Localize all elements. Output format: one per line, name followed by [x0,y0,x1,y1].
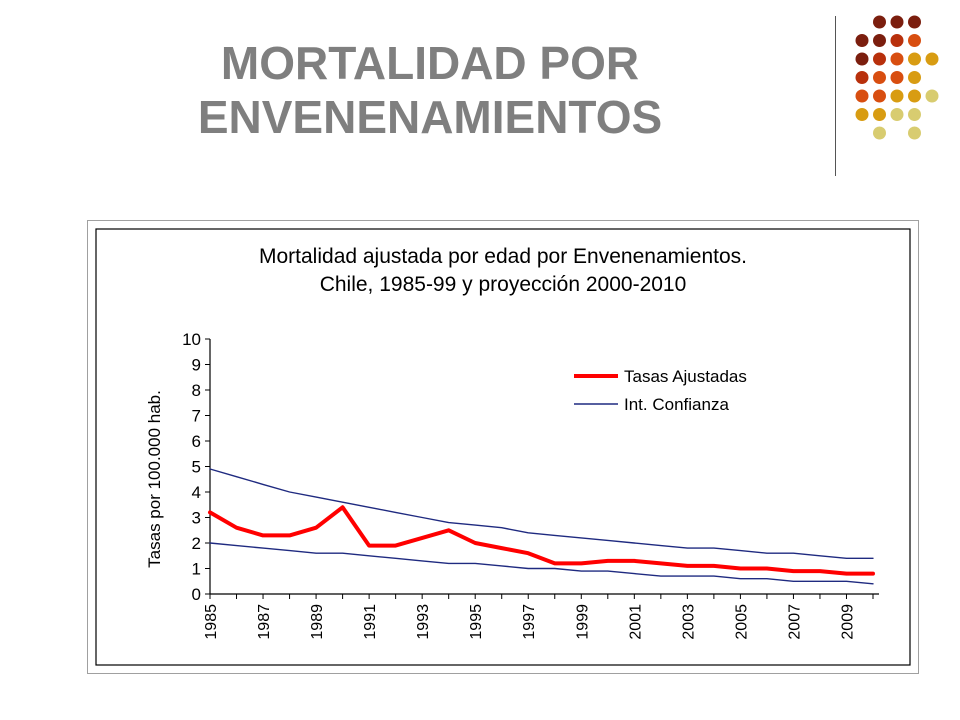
x-tick-label: 2007 [786,604,803,640]
decorative-dot [873,34,886,47]
y-axis-label: Tasas por 100.000 hab. [145,390,164,568]
decorative-dot [873,126,886,140]
decorative-dot [890,52,904,66]
x-tick-label: 1985 [203,604,220,640]
decorative-dot [873,108,886,121]
title-divider [835,16,836,176]
decorative-dot [890,89,904,103]
decorative-dot [908,108,921,121]
series-line-int-confianza-lower [209,542,874,585]
y-tick-label: 3 [192,509,201,528]
y-tick-label: 1 [192,560,201,579]
x-tick-label: 2003 [680,604,697,640]
slide-title-line-1: MORTALIDAD POR [220,37,640,89]
y-tick-label: 4 [192,483,201,502]
decorative-dot [855,108,869,121]
series-line-tasas-ajustadas [208,505,875,576]
chart-inner-border [95,228,911,666]
decorative-dot [873,89,886,103]
x-tick-label: 2001 [627,604,644,640]
x-tick-label: 1991 [362,604,379,640]
decorative-dot [925,52,939,66]
decorative-dot [873,15,886,29]
x-tick-label: 2005 [733,604,750,640]
line-chart: Mortalidad ajustada por edad por Envenen… [95,228,911,666]
decorative-dot [890,34,904,47]
decorative-dot [908,89,921,103]
legend: Tasas Ajustadas Int. Confianza [574,367,747,414]
legend-label-int-confianza: Int. Confianza [624,395,729,414]
chart-title-line-1: Mortalidad ajustada por edad por Envenen… [259,245,747,268]
slide-title: MORTALIDAD POR ENVENENAMIENTOS [120,36,740,144]
y-tick-label: 2 [192,534,201,553]
x-tick-label: 1999 [574,604,591,640]
slide-title-line-2: ENVENENAMIENTOS [197,91,663,143]
decorative-dot [908,34,921,47]
chart-frame: Mortalidad ajustada por edad por Envenen… [87,220,919,674]
decorative-dot [908,15,921,29]
x-tick-label: 1989 [309,604,326,640]
plot-area: 0 1 2 3 4 5 6 7 8 9 10 1985 1987 1989 1991 1993 1995 1997… [182,330,879,640]
y-tick-label: 10 [182,330,201,349]
series-line-int-confianza-upper [209,468,874,559]
decorative-dot [855,71,869,84]
decorative-dot [873,71,886,84]
y-tick-label: 0 [192,585,201,604]
y-tick-label: 7 [192,407,201,426]
y-tick-label: 8 [192,381,201,400]
x-tick-label: 1997 [521,604,538,640]
decorative-dot [890,15,904,29]
decorative-dot [908,71,921,84]
decorative-dot [908,52,921,66]
decorative-dot-grid [855,15,939,140]
x-tick-label: 1987 [256,604,273,640]
x-tick-label: 1995 [468,604,485,640]
legend-label-tasas-ajustadas: Tasas Ajustadas [624,367,747,386]
decorative-dot [908,126,921,140]
y-tick-label: 9 [192,356,201,375]
x-tick-label: 2009 [839,604,856,640]
decorative-dot [890,108,904,121]
decorative-dot [925,89,939,103]
x-tick-label: 1993 [415,604,432,640]
decorative-dot [855,34,869,47]
decorative-dot [855,52,869,66]
y-tick-label: 5 [192,458,201,477]
chart-title-line-2: Chile, 1985-99 y proyección 2000-2010 [320,273,687,296]
decorative-dot [890,71,904,84]
decorative-dot [873,52,886,66]
y-tick-label: 6 [192,432,201,451]
decorative-dot [855,89,869,103]
